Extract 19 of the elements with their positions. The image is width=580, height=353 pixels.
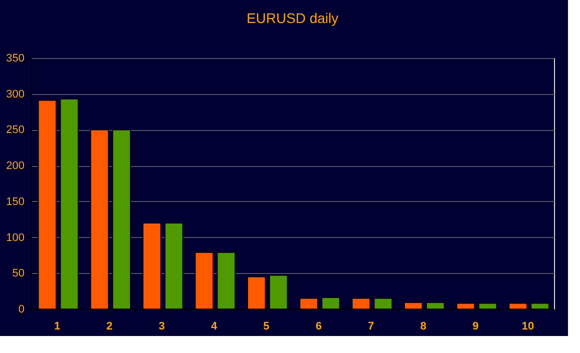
x-tick-label: 5 xyxy=(263,320,270,332)
x-tick-label: 2 xyxy=(106,320,113,332)
y-tick-label: 200 xyxy=(6,160,24,172)
y-tick-label: 350 xyxy=(6,52,24,64)
y-tick-label: 50 xyxy=(12,268,24,280)
x-tick-label: 3 xyxy=(158,320,165,332)
x-tick-label: 1 xyxy=(54,320,60,332)
y-tick-label: 150 xyxy=(6,196,24,208)
y-tick-label: 250 xyxy=(6,124,24,136)
x-tick-label: 7 xyxy=(368,320,374,332)
y-tick-label: 0 xyxy=(18,304,24,316)
x-tick-label: 9 xyxy=(472,320,479,332)
x-tick-label: 10 xyxy=(522,320,534,332)
x-tick-label: 6 xyxy=(316,320,322,332)
x-tick-label: 4 xyxy=(210,320,218,332)
y-tick-label: 100 xyxy=(6,232,24,244)
chart-title: EURUSD daily xyxy=(246,10,338,26)
x-tick-label: 8 xyxy=(420,320,426,332)
y-tick-label: 300 xyxy=(6,88,24,100)
